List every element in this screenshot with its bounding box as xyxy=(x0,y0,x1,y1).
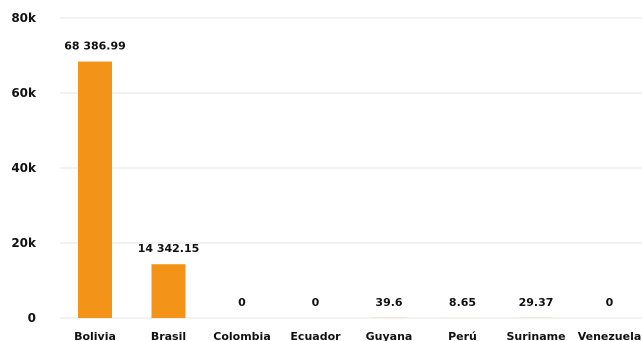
data-labels: 68 386.99 14 342.15 0 0 39.6 8.65 29.37 0 xyxy=(64,40,613,309)
data-label-guyana: 39.6 xyxy=(375,296,402,309)
data-label-colombia: 0 xyxy=(238,296,246,309)
y-tick-label: 0 xyxy=(28,311,36,325)
x-tick-label-colombia: Colombia xyxy=(213,330,271,341)
y-tick-label: 60k xyxy=(11,86,37,100)
x-tick-label-ecuador: Ecuador xyxy=(290,330,341,341)
grid-lines xyxy=(60,17,642,319)
data-label-suriname: 29.37 xyxy=(519,296,554,309)
y-tick-label: 80k xyxy=(11,11,37,25)
x-tick-label-suriname: Suriname xyxy=(506,330,565,341)
x-tick-label-guyana: Guyana xyxy=(366,330,413,341)
x-tick-label-venezuela: Venezuela xyxy=(578,330,642,341)
bar-bolivia xyxy=(78,61,112,318)
data-label-ecuador: 0 xyxy=(312,296,320,309)
data-label-bolivia: 68 386.99 xyxy=(64,40,126,53)
x-axis-labels: Bolivia Brasil Colombia Ecuador Guyana Perú Su… xyxy=(74,330,641,341)
data-label-venezuela: 0 xyxy=(606,296,614,309)
data-label-peru: 8.65 xyxy=(449,296,476,309)
x-tick-label-bolivia: Bolivia xyxy=(74,330,116,341)
data-label-brasil: 14 342.15 xyxy=(138,242,200,255)
y-axis-ticks: 0 20k 40k 60k 80k xyxy=(11,11,37,325)
bars xyxy=(78,61,553,318)
x-tick-label-peru: Perú xyxy=(448,330,477,341)
y-tick-label: 20k xyxy=(11,236,37,250)
x-tick-label-brasil: Brasil xyxy=(151,330,186,341)
y-tick-label: 40k xyxy=(11,161,37,175)
bar-brasil xyxy=(151,264,186,318)
